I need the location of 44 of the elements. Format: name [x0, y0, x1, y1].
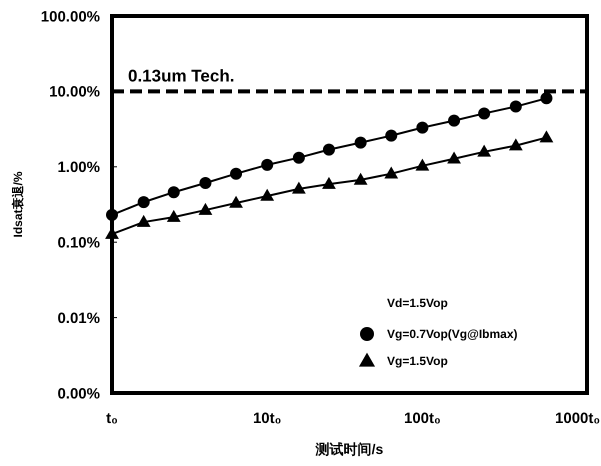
point [478, 107, 490, 120]
y-tick-label: 1.00% [57, 159, 100, 176]
y-tick-label: 10.00% [49, 84, 100, 101]
point [322, 144, 335, 156]
point [199, 176, 212, 189]
point [168, 186, 180, 198]
y-tick-label: 0.01% [57, 310, 100, 327]
point [540, 130, 554, 142]
point [292, 182, 306, 194]
point [384, 166, 398, 178]
y-axis-title: Idsat衰退/% [11, 171, 25, 238]
y-tick-label: 0.10% [57, 234, 100, 252]
y-tick-label: 0.00% [57, 385, 100, 402]
legend-label: Vg=1.5Vop [387, 354, 448, 368]
legend-label: Vg=0.7Vop(Vg@Ibmax) [387, 327, 518, 342]
y-tick-label: 100.00% [40, 8, 100, 26]
x-tick-label: 1000t₀ [555, 410, 600, 427]
x-tick-label: 10t₀ [252, 410, 282, 427]
point [138, 196, 150, 208]
point [354, 172, 368, 185]
x-axis-title: 测试时间/s [314, 441, 384, 457]
point [198, 202, 212, 215]
point [415, 158, 430, 171]
point [322, 176, 336, 189]
point [477, 144, 492, 157]
point [447, 152, 461, 164]
point [416, 122, 428, 134]
point [229, 196, 243, 208]
point [448, 114, 460, 127]
point [230, 168, 242, 180]
point [261, 158, 274, 171]
ref-line-label: 0.13um Tech. [128, 66, 234, 86]
point [260, 188, 274, 201]
point [136, 214, 151, 227]
point [166, 210, 181, 222]
point [354, 136, 367, 149]
x-tick-label: t₀ [106, 410, 118, 427]
point [510, 100, 522, 113]
point [540, 92, 552, 104]
point [292, 152, 305, 164]
legend-title: Vd=1.5Vop [387, 296, 448, 310]
point [508, 138, 523, 150]
point [385, 130, 398, 142]
x-tick-label: 100t₀ [404, 410, 441, 427]
